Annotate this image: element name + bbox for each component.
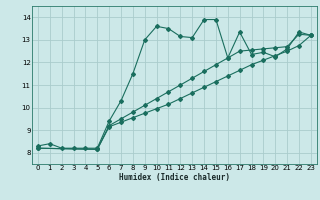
X-axis label: Humidex (Indice chaleur): Humidex (Indice chaleur) (119, 173, 230, 182)
